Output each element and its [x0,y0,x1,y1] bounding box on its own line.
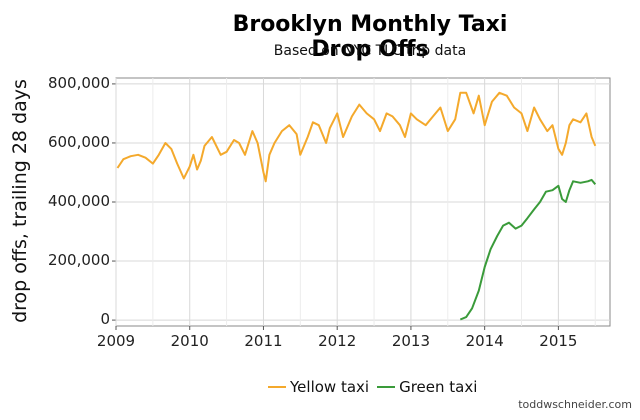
x-tick-label: 2012 [318,332,357,350]
series-lines [116,91,597,321]
legend: Yellow taxi Green taxi [268,378,485,396]
legend-swatch-yellow [268,386,286,388]
x-tick-label: 2009 [96,332,136,350]
legend-swatch-green [377,386,396,388]
y-tick-label: 400,000 [47,192,110,210]
credit-text: toddwschneider.com [518,398,632,411]
x-tick-label: 2013 [391,332,431,350]
x-tick-label: 2014 [465,332,504,350]
x-tick-label: 2011 [244,332,283,350]
legend-label-yellow: Yellow taxi [290,378,370,396]
chart-title: Brooklyn Monthly Taxi Drop Offs [232,12,508,62]
series-line-green-taxi [459,178,597,321]
series-line-yellow-taxi [116,91,597,183]
y-tick-label: 800,000 [47,73,110,92]
legend-item-yellow: Yellow taxi [268,378,369,396]
chart-subtitle: Based on NYC TLC trip data [273,43,467,59]
legend-item-green: Green taxi [377,378,477,396]
y-tick-label: 200,000 [47,251,110,270]
x-tick-label: 2010 [170,332,209,350]
grid [112,78,610,330]
legend-label-green: Green taxi [399,378,478,396]
y-tick-label: 600,000 [47,132,110,151]
x-tick-label: 2015 [539,332,578,350]
y-tick-label: 0 [100,310,110,329]
